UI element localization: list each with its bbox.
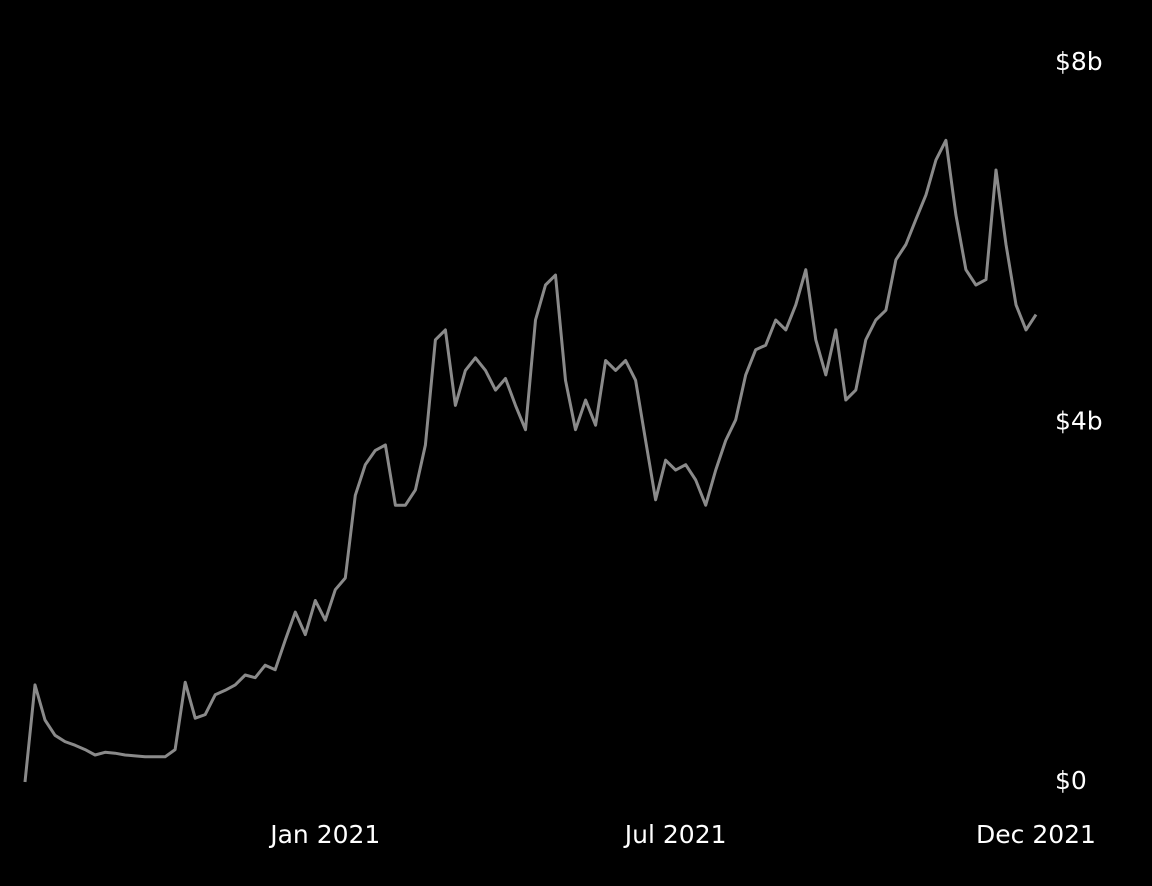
x-tick-label: Jul 2021 bbox=[623, 820, 727, 849]
y-tick-label: $8b bbox=[1055, 47, 1103, 76]
line bbox=[23, 138, 1038, 783]
y-tick-label: $0 bbox=[1055, 766, 1087, 795]
x-tick-label: Dec 2021 bbox=[976, 820, 1096, 849]
x-tick-label: Jan 2021 bbox=[268, 820, 380, 849]
y-tick-label: $4b bbox=[1055, 407, 1103, 436]
